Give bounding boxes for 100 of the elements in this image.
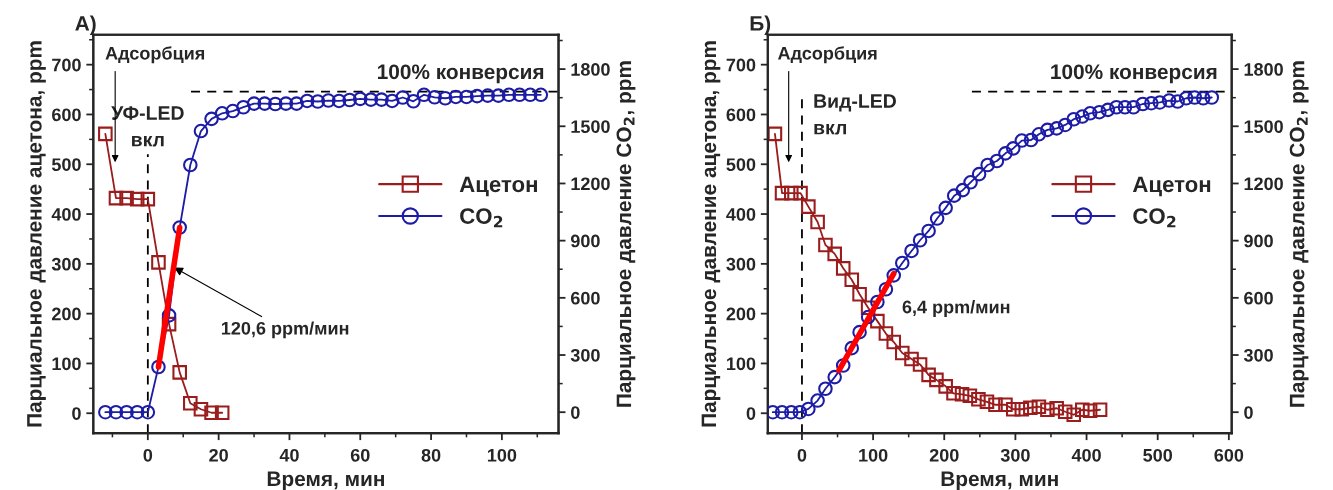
point bbox=[119, 404, 134, 420]
point bbox=[801, 199, 816, 214]
x-tick-label: 500 bbox=[1143, 448, 1173, 462]
ref-line-label: 100% конверсия bbox=[1051, 64, 1217, 84]
x-tick-label: 40 bbox=[279, 448, 299, 462]
point bbox=[774, 185, 790, 201]
x-tick-label: 400 bbox=[1071, 448, 1101, 462]
point bbox=[225, 103, 241, 119]
point bbox=[268, 96, 283, 112]
point bbox=[1074, 109, 1090, 124]
point bbox=[1187, 90, 1202, 105]
legend-label: CO$_{2}$ bbox=[1133, 208, 1176, 228]
x-tick-label: 200 bbox=[929, 448, 959, 462]
y-tick-label: 400 bbox=[51, 207, 81, 221]
y2-tick-label: 0 bbox=[571, 406, 580, 419]
point bbox=[310, 94, 326, 109]
point bbox=[1066, 111, 1082, 127]
point bbox=[886, 268, 902, 283]
point bbox=[172, 220, 187, 235]
y2-tick-label: 1800 bbox=[1244, 63, 1283, 76]
legend-label: Ацетон bbox=[1132, 176, 1211, 197]
x-tick-label: 0 bbox=[797, 448, 807, 462]
point bbox=[480, 88, 496, 103]
point bbox=[962, 388, 978, 404]
y-tick-label: 0 bbox=[746, 407, 756, 420]
y2-tick-label: 600 bbox=[570, 291, 600, 305]
point bbox=[1152, 95, 1168, 110]
point bbox=[204, 111, 219, 127]
y2-axis-title: Парциальное давление CO$_{2}$, ppm bbox=[616, 61, 636, 407]
point bbox=[980, 157, 995, 173]
y-tick-label: 300 bbox=[726, 257, 756, 271]
point bbox=[979, 394, 995, 410]
point bbox=[236, 99, 251, 115]
point bbox=[1082, 106, 1098, 121]
point bbox=[522, 87, 538, 103]
y-tick-label: 500 bbox=[51, 158, 81, 171]
point bbox=[801, 401, 816, 417]
y2-tick-label: 300 bbox=[570, 348, 600, 362]
point bbox=[912, 232, 928, 248]
point bbox=[512, 87, 527, 103]
x-tick-label: 20 bbox=[209, 448, 228, 462]
x-tick-label: 80 bbox=[421, 448, 441, 462]
point bbox=[998, 397, 1013, 413]
annotation: Адсорбция bbox=[105, 46, 205, 64]
point bbox=[1014, 401, 1030, 417]
point bbox=[246, 96, 262, 111]
point bbox=[193, 401, 209, 417]
point bbox=[1195, 90, 1211, 106]
point bbox=[1109, 99, 1124, 115]
point bbox=[955, 182, 971, 198]
point bbox=[1092, 402, 1108, 418]
point bbox=[971, 392, 986, 407]
y-tick-label: 0 bbox=[72, 407, 81, 420]
point bbox=[406, 94, 421, 109]
point bbox=[321, 93, 336, 108]
point bbox=[437, 90, 453, 106]
point bbox=[835, 261, 851, 276]
point bbox=[1005, 141, 1021, 156]
annotation: 120,6 ppm/мин bbox=[221, 321, 349, 339]
point bbox=[491, 88, 506, 103]
point bbox=[1040, 122, 1055, 138]
point bbox=[183, 395, 198, 411]
chart-title: Б) bbox=[750, 15, 771, 35]
point bbox=[448, 89, 464, 105]
point bbox=[774, 404, 790, 420]
point bbox=[129, 404, 145, 420]
point bbox=[921, 367, 936, 383]
point bbox=[289, 96, 304, 111]
point bbox=[193, 123, 209, 139]
point bbox=[894, 255, 910, 271]
y-tick-label: 100 bbox=[52, 357, 81, 371]
y-axis-title: Парциальное давление ацетона, ppm bbox=[701, 41, 721, 427]
point bbox=[384, 93, 400, 109]
point bbox=[161, 308, 177, 323]
point bbox=[878, 326, 894, 341]
point bbox=[946, 386, 961, 401]
point bbox=[904, 243, 919, 259]
point bbox=[827, 246, 842, 262]
point bbox=[98, 404, 113, 420]
point bbox=[108, 190, 124, 206]
y2-tick-label: 1200 bbox=[1244, 177, 1283, 191]
point bbox=[1040, 402, 1055, 418]
point bbox=[860, 309, 876, 325]
y-tick-label: 200 bbox=[726, 307, 756, 321]
point bbox=[108, 404, 124, 420]
point bbox=[204, 405, 219, 421]
y-tick-label: 500 bbox=[726, 158, 756, 171]
point bbox=[214, 106, 230, 121]
point bbox=[989, 153, 1005, 169]
point bbox=[342, 92, 357, 108]
point bbox=[904, 351, 919, 367]
annotation: Адсорбция bbox=[777, 46, 877, 64]
y-axis-title: Парциальное давление ацетона, ppm bbox=[27, 41, 46, 427]
point bbox=[416, 87, 432, 103]
point bbox=[784, 185, 799, 201]
point bbox=[963, 175, 978, 190]
x-tick-label: 600 bbox=[1214, 448, 1244, 462]
y2-tick-label: 1500 bbox=[571, 120, 610, 133]
point bbox=[835, 358, 851, 373]
point bbox=[938, 379, 953, 394]
